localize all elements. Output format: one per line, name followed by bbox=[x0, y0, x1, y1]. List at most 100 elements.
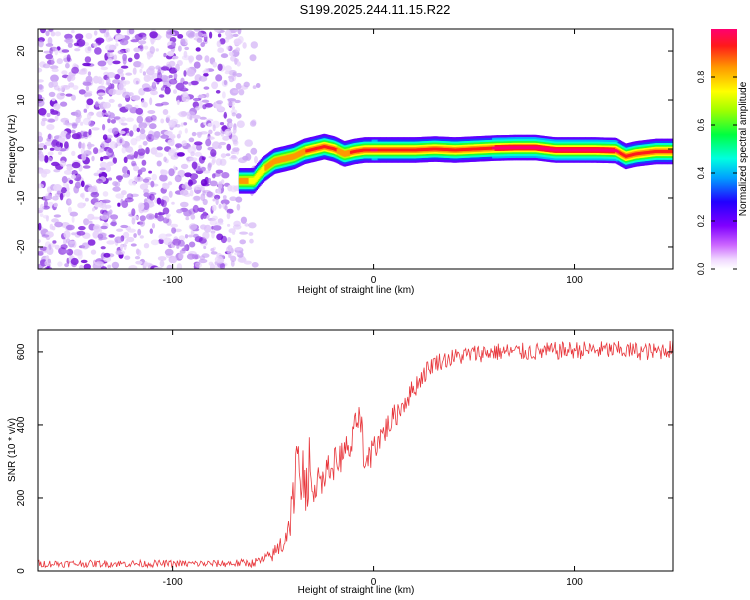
y-tick-label: 0 bbox=[16, 568, 27, 574]
noise-blob bbox=[84, 46, 92, 54]
noise-blob bbox=[215, 197, 219, 206]
ridge-core bbox=[449, 148, 453, 152]
noise-blob bbox=[96, 178, 103, 184]
ridge-core bbox=[434, 147, 437, 151]
ridge-core bbox=[316, 146, 319, 150]
ridge-core bbox=[511, 146, 514, 149]
noise-blob bbox=[250, 147, 258, 155]
noise-blob bbox=[176, 152, 185, 157]
ridge-core bbox=[533, 146, 536, 149]
noise-blob bbox=[38, 131, 43, 138]
noise-blob bbox=[230, 255, 237, 262]
ridge-core bbox=[384, 148, 387, 152]
noise-blob bbox=[159, 260, 165, 268]
noise-blob bbox=[65, 62, 70, 69]
colorbar-label: Normalized spectral amplitude bbox=[738, 81, 749, 216]
noise-blob bbox=[210, 263, 215, 269]
ridge-core bbox=[634, 152, 637, 156]
noise-blob bbox=[154, 152, 164, 158]
noise-blob bbox=[230, 155, 237, 159]
noise-blob bbox=[211, 158, 216, 164]
ridge-core bbox=[325, 145, 328, 149]
noise-blob bbox=[100, 66, 109, 71]
ridge-core bbox=[498, 146, 501, 150]
noise-blob bbox=[208, 129, 213, 135]
ridge-core bbox=[635, 152, 638, 156]
noise-blob bbox=[202, 190, 206, 196]
noise-blob bbox=[211, 232, 215, 239]
ridge-core bbox=[376, 148, 379, 152]
noise-blob bbox=[218, 141, 227, 146]
noise-blob bbox=[140, 167, 147, 172]
ridge-core bbox=[527, 146, 530, 149]
noise-blob bbox=[197, 132, 202, 138]
noise-blob bbox=[188, 241, 196, 248]
noise-blob bbox=[68, 198, 72, 205]
ridge-core bbox=[495, 146, 498, 150]
noise-blob bbox=[50, 31, 56, 37]
noise-blob bbox=[86, 112, 92, 120]
noise-blob bbox=[226, 212, 231, 220]
noise-blob bbox=[206, 92, 210, 98]
ridge-core bbox=[378, 148, 381, 152]
noise-blob bbox=[100, 156, 104, 162]
ridge-core bbox=[609, 148, 612, 152]
noise-blob bbox=[164, 248, 174, 256]
noise-blob bbox=[83, 150, 92, 156]
noise-blob bbox=[232, 89, 240, 94]
noise-blob bbox=[132, 124, 138, 132]
ridge-core bbox=[363, 148, 366, 152]
ridge-core bbox=[301, 150, 304, 154]
spectrogram-y-label: Frequency (Hz) bbox=[7, 115, 18, 184]
noise-blob bbox=[38, 209, 43, 214]
noise-blob bbox=[235, 47, 241, 53]
ridge-core bbox=[430, 147, 433, 151]
noise-blob bbox=[150, 239, 160, 246]
noise-blob bbox=[205, 138, 212, 147]
noise-blob bbox=[165, 233, 172, 237]
noise-blob bbox=[214, 131, 221, 136]
noise-blob bbox=[232, 71, 237, 77]
noise-blob bbox=[139, 235, 144, 239]
colorbar-tick-label: 0.2 bbox=[696, 215, 706, 228]
noise-blob bbox=[39, 203, 45, 211]
ridge-core bbox=[421, 148, 424, 152]
noise-blob bbox=[128, 29, 135, 35]
ridge-core bbox=[317, 146, 320, 150]
noise-blob bbox=[47, 258, 51, 264]
ridge-core bbox=[565, 148, 568, 152]
noise-blob bbox=[46, 246, 50, 255]
ridge-core bbox=[312, 147, 315, 151]
noise-blob bbox=[111, 127, 119, 135]
colorbar-tick-label: 0.6 bbox=[696, 119, 706, 132]
noise-blob bbox=[94, 47, 102, 55]
noise-blob bbox=[71, 150, 76, 156]
noise-blob bbox=[194, 118, 199, 123]
noise-blob bbox=[214, 255, 224, 263]
noise-blob bbox=[61, 176, 68, 184]
noise-blob bbox=[160, 169, 165, 174]
ridge-core bbox=[558, 148, 561, 152]
noise-blob bbox=[55, 141, 62, 148]
ridge-core bbox=[313, 147, 316, 151]
noise-blob bbox=[65, 132, 71, 140]
ridge-core bbox=[302, 150, 306, 154]
noise-blob bbox=[158, 233, 168, 241]
ridge-core bbox=[644, 151, 647, 155]
ridge-core bbox=[529, 146, 532, 149]
ridge-cell bbox=[266, 163, 269, 169]
noise-blob bbox=[135, 260, 143, 265]
ridge-cell bbox=[246, 177, 249, 184]
noise-blob bbox=[168, 190, 173, 198]
ridge-core bbox=[645, 151, 648, 155]
noise-blob bbox=[142, 71, 146, 76]
ridge-core bbox=[524, 146, 527, 149]
noise-blob bbox=[168, 168, 175, 177]
noise-blob bbox=[225, 153, 231, 157]
noise-blob bbox=[58, 133, 66, 141]
ridge-core bbox=[454, 148, 457, 152]
ridge-core bbox=[568, 148, 571, 152]
noise-blob bbox=[38, 250, 44, 256]
noise-blob bbox=[151, 134, 160, 140]
noise-blob bbox=[71, 170, 78, 175]
